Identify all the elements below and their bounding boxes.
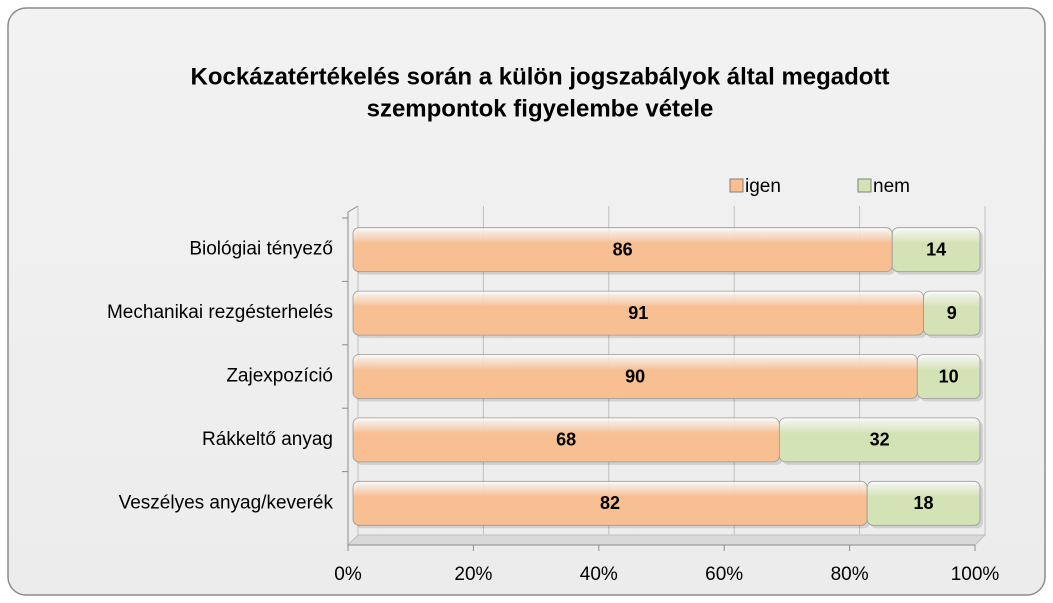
category-label: Rákkeltő anyag <box>202 429 333 450</box>
data-label: 14 <box>926 239 946 259</box>
x-tick-label: 0% <box>334 564 362 585</box>
plot-floor <box>346 534 987 546</box>
x-tick-label: 40% <box>580 564 618 585</box>
x-tick-label: 20% <box>454 564 492 585</box>
chart-title: szempontok figyelembe vétele <box>367 95 714 122</box>
category-label: Zajexpozíció <box>226 366 333 387</box>
data-label: 18 <box>914 493 934 513</box>
legend-swatch <box>729 178 744 193</box>
bar-segment <box>891 227 981 273</box>
data-label: 86 <box>613 239 633 259</box>
legend-label: igen <box>745 176 781 197</box>
category-label: Biológiai tényező <box>189 239 333 260</box>
x-tick-label: 60% <box>705 564 743 585</box>
y-axis-depth <box>347 205 359 213</box>
data-label: 90 <box>625 366 645 386</box>
data-label: 91 <box>628 303 648 323</box>
data-label: 32 <box>870 430 890 450</box>
category-label: Mechanikai rezgésterhelés <box>107 302 333 323</box>
data-label: 68 <box>556 430 576 450</box>
x-tick-label: 100% <box>951 564 1000 585</box>
data-label: 82 <box>600 493 620 513</box>
legend-swatch <box>857 178 872 193</box>
bar-segment <box>923 290 981 336</box>
category-label: Veszélyes anyag/keverék <box>119 492 334 513</box>
bar-segment <box>866 480 981 526</box>
chart-title: Kockázatértékelés során a külön jogszabá… <box>191 63 890 90</box>
x-tick-label: 80% <box>831 564 869 585</box>
data-label: 9 <box>947 303 957 323</box>
bar-segment <box>778 417 981 463</box>
legend-label: nem <box>873 176 910 197</box>
data-label: 10 <box>939 366 959 386</box>
bar-segment <box>916 354 981 399</box>
